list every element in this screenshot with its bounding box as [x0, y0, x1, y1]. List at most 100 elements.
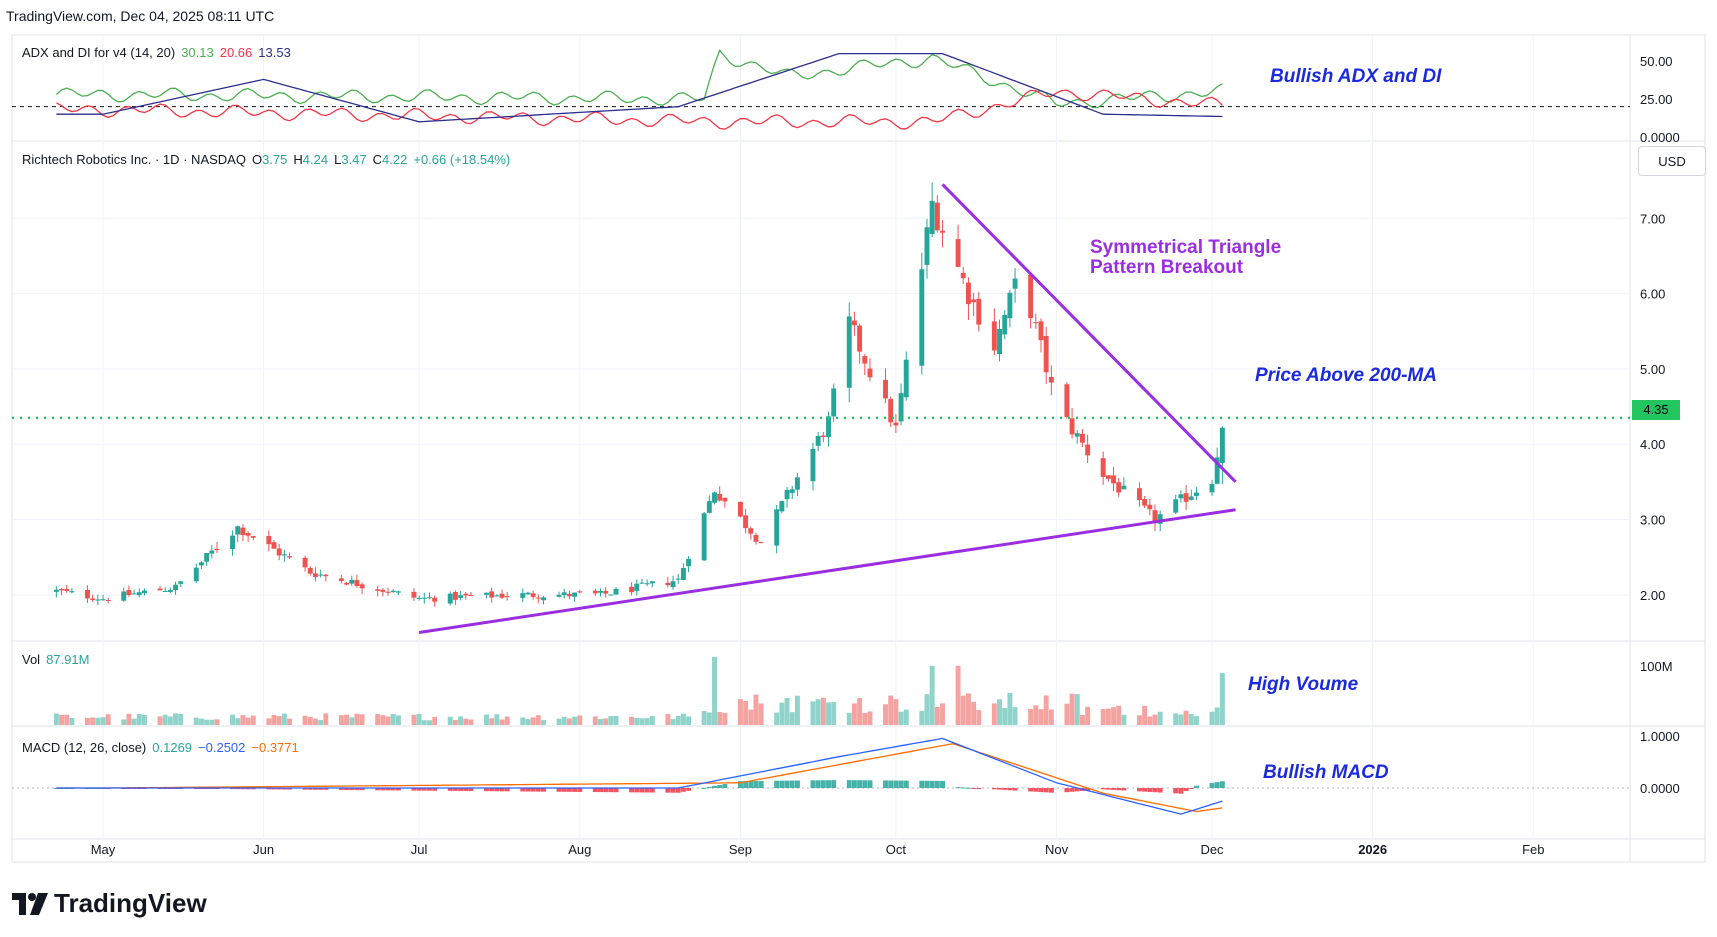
candle-body [1173, 499, 1179, 513]
volume-bar [1105, 708, 1111, 725]
macd-histogram-bar [458, 788, 464, 791]
candle-body [789, 489, 795, 493]
macd-histogram-bar [924, 780, 930, 789]
candle-body [468, 594, 474, 596]
candle-body [629, 586, 635, 593]
volume-bar [934, 706, 940, 725]
candle-body [862, 356, 868, 364]
volume-bar [737, 699, 743, 725]
annotation-triangle: Symmetrical Triangle Pattern Breakout [1090, 238, 1281, 278]
candle-body [1121, 485, 1127, 490]
candle-body [69, 591, 75, 593]
candle-body [831, 388, 837, 417]
volume-bar [774, 712, 780, 725]
volume-bar [173, 713, 179, 725]
annotation-triangle-line1: Symmetrical Triangle [1090, 237, 1282, 258]
candle-body [380, 589, 386, 592]
volume-bar [608, 716, 614, 725]
candle-body [1012, 278, 1018, 289]
axis-layer: May Jun Jul Aug Sep Oct Nov Dec 2026 Feb 7.00 6.00 5… [91, 54, 1680, 857]
volume-bar [1012, 707, 1018, 725]
macd-histogram-bar [789, 780, 795, 789]
candle-body [670, 581, 676, 588]
volume-bar [556, 718, 562, 725]
open-value: 3.75 [262, 152, 288, 167]
volume-bar [395, 715, 401, 725]
candle-body [701, 513, 707, 561]
candle-body [266, 536, 272, 545]
plot-border [11, 34, 1706, 863]
volume-bar [1048, 709, 1054, 725]
macd-histogram-bar [266, 788, 272, 790]
candle-body [1142, 499, 1148, 506]
adx-legend[interactable]: ADX and DI for v4 (14, 20) 30.13 20.66 13.5… [22, 45, 297, 60]
price-layer [12, 182, 1630, 634]
macd-histogram-bar [427, 788, 432, 791]
candle-body [245, 533, 251, 536]
candle-body [271, 542, 277, 549]
volume-bar [722, 712, 728, 725]
volume-legend[interactable]: Vol 87.91M [22, 652, 95, 667]
macd-histogram-bar [997, 788, 1002, 790]
candle-body [204, 553, 210, 562]
macd-histogram-bar [592, 788, 598, 793]
candle-body [965, 282, 971, 305]
macd-histogram-bar [608, 788, 614, 793]
volume-bar [1043, 695, 1049, 725]
close-label: C [372, 152, 383, 167]
candle-body [432, 597, 438, 602]
candle-body [209, 550, 215, 554]
macd-histogram-bar [1069, 788, 1075, 792]
candle-body [649, 581, 655, 584]
candle-body [867, 368, 873, 378]
volume-bar [375, 714, 381, 725]
volume-bar [302, 715, 308, 725]
volume-bar [90, 717, 96, 725]
candle-body [235, 526, 241, 535]
volume-label: Vol [22, 652, 41, 667]
macd-histogram-bar [888, 780, 894, 789]
macd-histogram-bar [561, 788, 567, 792]
candle-body [162, 590, 168, 592]
volume-bar [520, 717, 526, 725]
macd-histogram-bar [820, 780, 826, 789]
macd-histogram-bar [1157, 788, 1163, 793]
volume-bar [69, 717, 75, 725]
candle-body [893, 422, 899, 426]
macd-histogram-bar [784, 780, 790, 789]
macd-histogram-bar [1152, 788, 1158, 793]
volume-bar [100, 717, 106, 725]
high-value: 4.24 [302, 152, 329, 167]
volume-bar [204, 719, 210, 725]
volume-bar [857, 698, 863, 725]
macd-legend[interactable]: MACD (12, 26, close) 0.1269 −0.2502 −0.3771 [22, 740, 305, 755]
candle-body [323, 574, 329, 577]
candle-body [489, 591, 495, 598]
volume-bar [649, 716, 655, 725]
volume-bar [1069, 693, 1075, 725]
macd-histogram-bar [566, 788, 572, 792]
last-price-tag: 4.35 [1632, 400, 1680, 420]
volume-bar [199, 718, 204, 725]
tradingview-logo[interactable]: TradingView [12, 888, 207, 919]
macd-histogram-bar [1183, 788, 1189, 792]
candle-body [395, 591, 401, 593]
candle-body [1147, 504, 1153, 510]
adx-layer [12, 49, 1630, 130]
macd-histogram-bar [712, 785, 717, 789]
candle-body [1033, 322, 1039, 324]
volume-bar [898, 711, 904, 725]
macd-histogram-bar [349, 788, 355, 791]
macd-histogram-bar [287, 788, 293, 790]
macd-histogram-bar [748, 781, 754, 789]
volume-bar [831, 702, 837, 725]
volume-bar [525, 719, 531, 725]
macd-histogram-bar [323, 788, 329, 790]
candle-body [1188, 496, 1194, 500]
price-legend[interactable]: Richtech Robotics Inc. · 1D · NASDAQ O3.7… [22, 152, 516, 167]
currency-button[interactable]: USD [1638, 146, 1706, 176]
volume-bar [826, 702, 831, 725]
candle-body [1136, 488, 1142, 501]
macd-histogram-bar [447, 788, 453, 791]
